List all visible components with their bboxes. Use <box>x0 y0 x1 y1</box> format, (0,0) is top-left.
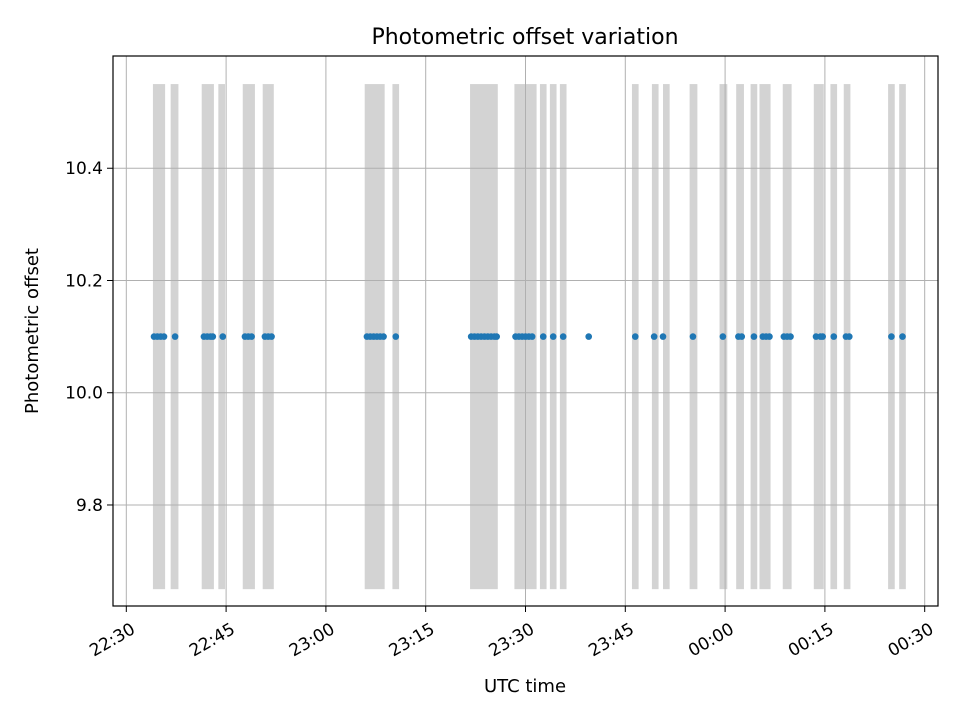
data-point <box>528 333 536 340</box>
data-point <box>248 333 255 340</box>
data-point <box>380 333 387 340</box>
data-point <box>559 333 567 340</box>
y-tick-label: 10.4 <box>65 159 103 179</box>
data-point <box>899 333 906 340</box>
data-point <box>219 333 227 340</box>
data-point <box>738 333 746 340</box>
data-point <box>631 333 639 340</box>
data-point <box>830 333 838 340</box>
y-tick-label: 10.0 <box>65 384 103 404</box>
data-points <box>150 333 906 340</box>
data-point <box>171 333 179 340</box>
data-point <box>392 333 400 340</box>
data-point <box>650 333 658 340</box>
data-point <box>585 333 593 340</box>
data-point <box>819 333 826 340</box>
data-point <box>689 333 697 340</box>
data-point <box>845 333 853 340</box>
data-point <box>888 333 895 340</box>
data-point <box>766 333 773 340</box>
data-point <box>493 333 500 340</box>
x-axis-label: UTC time <box>484 676 566 697</box>
data-point <box>719 333 727 340</box>
data-point <box>209 333 217 340</box>
data-point <box>659 333 667 340</box>
data-point <box>549 333 557 340</box>
data-point <box>787 333 794 340</box>
grid-lines <box>113 56 938 606</box>
chart-title: Photometric offset variation <box>371 25 678 50</box>
data-point <box>539 333 547 340</box>
data-point <box>750 333 758 340</box>
y-tick-label: 9.8 <box>76 496 103 516</box>
y-axis-label: Photometric offset <box>22 248 43 414</box>
data-point <box>268 333 275 340</box>
highlight-band <box>663 84 670 590</box>
y-tick-label: 10.2 <box>65 271 103 291</box>
data-point <box>160 333 168 340</box>
y-axis-ticks: 9.8 10.0 10.2 10.4 <box>65 159 113 516</box>
